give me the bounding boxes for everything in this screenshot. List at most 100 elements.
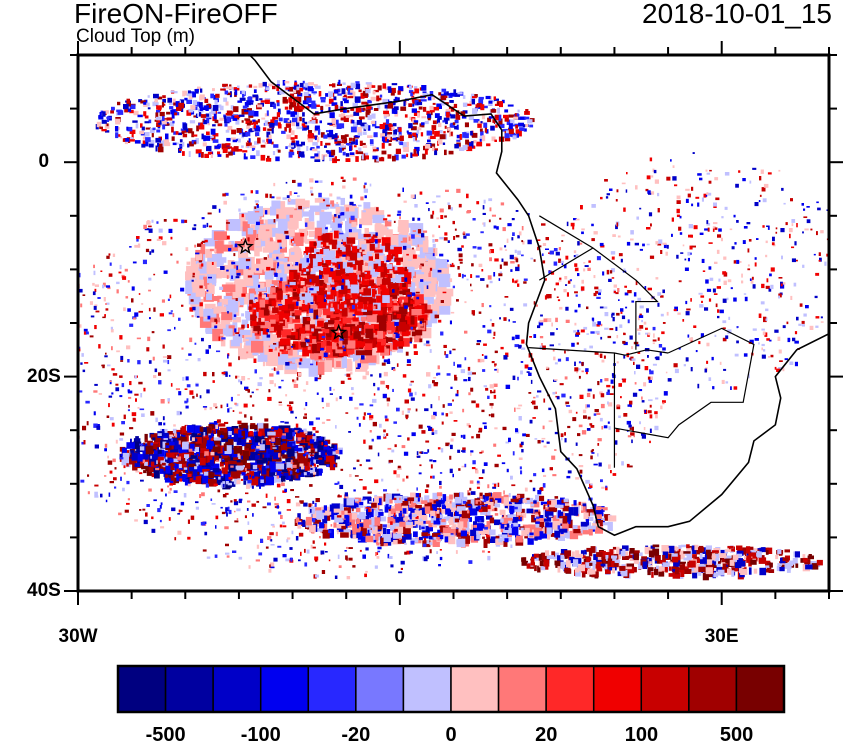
field-cell	[161, 115, 165, 121]
field-cell	[457, 92, 463, 95]
field-cell	[414, 332, 421, 343]
field-cell	[267, 128, 273, 131]
field-cell	[432, 120, 437, 125]
field-cell	[281, 308, 291, 316]
field-cell	[210, 455, 219, 459]
field-cell	[349, 145, 352, 152]
field-cell	[274, 324, 283, 331]
field-cell	[189, 464, 198, 472]
field-cell	[152, 437, 156, 441]
field-cell	[300, 458, 308, 466]
field-cell	[171, 438, 181, 442]
field-cell	[186, 467, 195, 476]
field-cell	[816, 559, 823, 566]
field-cell	[357, 131, 363, 136]
field-cell	[725, 558, 731, 564]
field-cell	[385, 493, 391, 499]
field-cell	[346, 361, 353, 372]
field-cell	[661, 566, 668, 572]
field-cell	[116, 109, 122, 113]
field-cell	[279, 90, 285, 95]
field-cell	[210, 108, 216, 114]
field-cell	[414, 146, 420, 152]
field-cell	[286, 110, 291, 115]
field-cell	[580, 550, 585, 556]
field-cell	[343, 138, 348, 144]
field-cell	[266, 110, 269, 116]
field-cell	[327, 110, 334, 114]
field-cell	[245, 337, 256, 349]
field-cell	[391, 107, 398, 114]
field-cell	[320, 141, 323, 146]
field-cell	[444, 503, 452, 509]
field-cell	[464, 133, 469, 139]
field-cell	[359, 140, 363, 146]
field-cell	[605, 552, 613, 560]
field-cell	[607, 515, 617, 522]
field-cell	[219, 105, 224, 111]
field-cell	[320, 197, 330, 210]
field-cell	[210, 93, 215, 99]
field-cell	[182, 141, 185, 147]
field-cell	[192, 92, 196, 98]
field-cell	[192, 100, 198, 106]
field-cell	[315, 279, 320, 288]
field-cell	[306, 434, 315, 441]
field-cell	[292, 319, 301, 323]
field-cell	[410, 492, 416, 499]
field-cell	[401, 501, 409, 507]
field-cell	[207, 284, 215, 294]
field-cell	[204, 98, 209, 103]
field-cell	[348, 137, 353, 141]
field-cell	[405, 521, 412, 525]
field-cell	[568, 507, 575, 516]
field-cell	[428, 259, 436, 269]
field-cell	[167, 97, 172, 103]
field-cell	[516, 494, 521, 500]
field-cell	[365, 271, 378, 278]
field-cell	[214, 240, 224, 254]
field-cell	[268, 358, 281, 367]
field-cell	[465, 524, 470, 532]
field-cell	[316, 306, 322, 315]
field-cell	[504, 117, 509, 122]
field-cell	[528, 524, 536, 533]
field-cell	[323, 267, 332, 275]
field-cell	[166, 438, 175, 444]
field-cell	[312, 141, 318, 146]
field-cell	[161, 467, 166, 472]
field-cell	[242, 94, 245, 98]
field-cell	[736, 550, 744, 556]
field-cell	[320, 132, 325, 138]
field-cell	[449, 123, 455, 128]
field-cell	[541, 565, 546, 571]
field-cell	[325, 150, 329, 153]
field-cell	[325, 335, 336, 341]
field-cell	[379, 531, 383, 535]
field-cell	[366, 106, 372, 110]
field-cell	[131, 133, 134, 139]
field-cell	[221, 312, 233, 321]
field-cell	[276, 208, 287, 219]
field-cell	[153, 93, 159, 99]
field-cell	[443, 516, 452, 521]
field-cell	[259, 345, 269, 359]
field-cell	[157, 96, 163, 100]
field-cell	[364, 123, 369, 130]
field-cell	[535, 494, 539, 504]
field-cell	[397, 322, 406, 332]
field-cell	[103, 110, 109, 114]
field-cell	[425, 525, 430, 534]
field-cell	[195, 88, 199, 93]
field-cell	[364, 228, 369, 237]
field-cell	[213, 479, 221, 486]
field-cell	[406, 313, 412, 320]
field-cell	[800, 558, 805, 563]
field-cell	[431, 125, 437, 130]
field-cell	[281, 323, 295, 334]
field-cell	[148, 456, 157, 466]
field-cell	[384, 104, 389, 109]
field-cell	[331, 444, 335, 448]
field-cell	[779, 566, 785, 572]
field-cell	[371, 324, 380, 333]
